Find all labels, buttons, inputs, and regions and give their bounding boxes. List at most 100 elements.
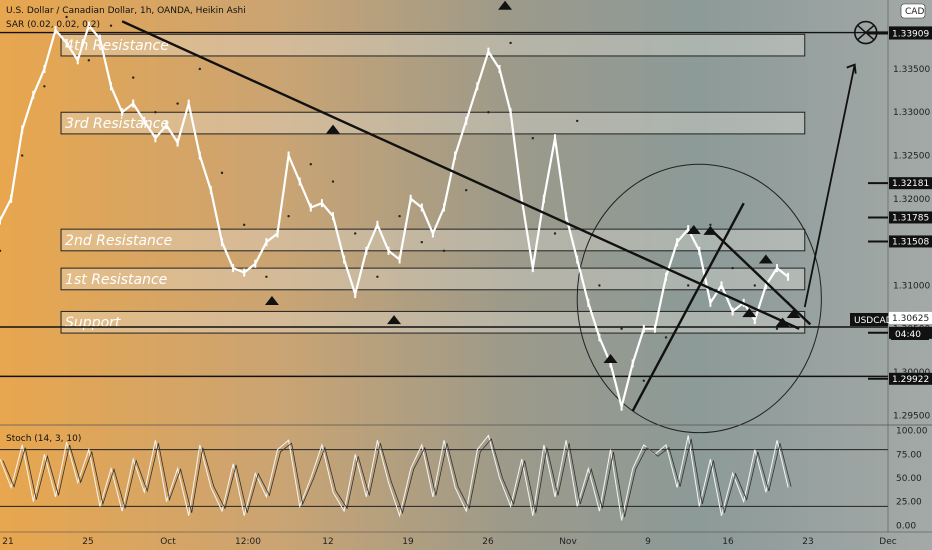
time-tick-5: 19 <box>402 537 414 547</box>
triangle-mark-5 <box>742 308 757 318</box>
stoch-d-line <box>2 438 792 518</box>
candle-8 <box>87 21 90 30</box>
highlight-circle <box>576 163 822 434</box>
candle-56 <box>620 402 623 411</box>
trendline-0 <box>121 20 800 330</box>
candle-54 <box>598 333 601 342</box>
sar-dot-22 <box>487 111 490 114</box>
stoch-label: Stoch (14, 3, 10) <box>6 434 81 444</box>
sar-layer <box>0 15 790 382</box>
sar-dot-23 <box>509 41 512 45</box>
zone-label-3: 1st Resistance <box>65 272 167 288</box>
price-level-label-2: 1.32181 <box>892 179 929 189</box>
candle-32 <box>354 290 357 299</box>
candle-6 <box>65 38 68 47</box>
sar-dot-4 <box>87 59 91 62</box>
triangle-mark-0 <box>498 0 513 10</box>
countdown-label: 04:40 <box>895 330 921 340</box>
candle-23 <box>254 259 257 268</box>
sar-dot-6 <box>132 76 135 79</box>
price-level-tag-4 <box>889 235 932 248</box>
sar-dot-11 <box>243 223 246 227</box>
sar-dot-2 <box>43 85 46 88</box>
candle-66 <box>731 307 734 316</box>
time-tick-9: 16 <box>722 537 734 547</box>
sar-dot-3 <box>65 15 68 19</box>
price-level-tag-1 <box>889 27 932 40</box>
sar-dot-24 <box>531 137 534 140</box>
sar-dot-34 <box>753 284 756 287</box>
sar-dot-14 <box>309 163 312 166</box>
price-level-label-5: 1.30625 <box>892 314 929 324</box>
candle-0 <box>0 216 1 225</box>
candle-20 <box>221 238 223 247</box>
price-tick-3: 1.31000 <box>893 281 930 291</box>
stoch-tick-4: 100.00 <box>896 427 928 437</box>
sar-dot-28 <box>620 327 623 330</box>
candle-62 <box>687 225 690 234</box>
zone-label-1: 3rd Resistance <box>65 116 169 132</box>
candle-24 <box>265 238 268 247</box>
time-tick-0: 21 <box>2 537 13 547</box>
zone-4 <box>60 310 806 334</box>
symbol-tag <box>850 313 888 326</box>
price-level-tag-5 <box>889 311 932 324</box>
candle-3 <box>32 90 35 99</box>
candle-11 <box>121 108 124 117</box>
trendline-2 <box>709 228 812 326</box>
candle-12 <box>132 99 135 108</box>
candle-30 <box>332 212 334 221</box>
sar-dot-5 <box>109 24 113 27</box>
sar-dot-1 <box>21 154 24 157</box>
candle-48 <box>531 264 534 273</box>
sar-dot-15 <box>331 180 335 183</box>
candle-55 <box>609 359 612 368</box>
triangle-up-2 <box>603 354 618 364</box>
price-level-tag-2 <box>889 177 932 190</box>
candle-22 <box>243 268 246 277</box>
candle-36 <box>398 255 401 264</box>
candle-13 <box>143 116 146 125</box>
candle-61 <box>676 238 679 247</box>
candle-27 <box>298 177 301 186</box>
candle-18 <box>198 151 201 160</box>
candle-4 <box>43 64 46 73</box>
sar-dot-29 <box>642 379 645 382</box>
candle-52 <box>576 255 579 264</box>
candle-71 <box>787 272 790 281</box>
zone-3 <box>60 267 806 291</box>
price-tick-6: 1.32500 <box>893 152 930 162</box>
currency-badge[interactable] <box>900 3 926 19</box>
trendline-1 <box>631 202 745 412</box>
candle-46 <box>509 108 512 117</box>
sar-dot-9 <box>198 67 201 71</box>
triangle-mark-3 <box>703 225 718 235</box>
price-level-label-1: 1.33909 <box>892 30 929 40</box>
candle-28 <box>309 203 312 212</box>
triangle-mark-6 <box>786 309 801 319</box>
sar-dot-32 <box>709 223 712 227</box>
price-layer <box>0 21 790 411</box>
sar-dot-18 <box>398 214 401 218</box>
candle-60 <box>665 272 667 281</box>
stoch-tick-1: 25.00 <box>896 498 922 508</box>
stoch-tick-2: 50.00 <box>896 474 922 484</box>
triangle-mark-1 <box>326 124 340 134</box>
sar-dot-19 <box>420 240 423 244</box>
price-level-label-7: 1.29922 <box>892 375 929 385</box>
sar-dot-12 <box>265 275 268 278</box>
candle-50 <box>554 134 556 143</box>
zone-label-2: 2nd Resistance <box>65 233 172 249</box>
candle-59 <box>653 324 656 333</box>
sar-dot-0 <box>0 249 2 253</box>
target-mark-cross <box>857 25 875 41</box>
candle-7 <box>76 56 79 65</box>
sar-dot-7 <box>154 111 157 114</box>
candle-44 <box>487 47 490 56</box>
candle-38 <box>420 203 423 212</box>
time-tick-11: Dec <box>879 537 896 547</box>
currency-label: CAD <box>905 7 924 17</box>
chart-title: U.S. Dollar / Canadian Dollar, 1h, OANDA… <box>6 6 246 16</box>
zone-label-4: Support <box>65 315 121 331</box>
